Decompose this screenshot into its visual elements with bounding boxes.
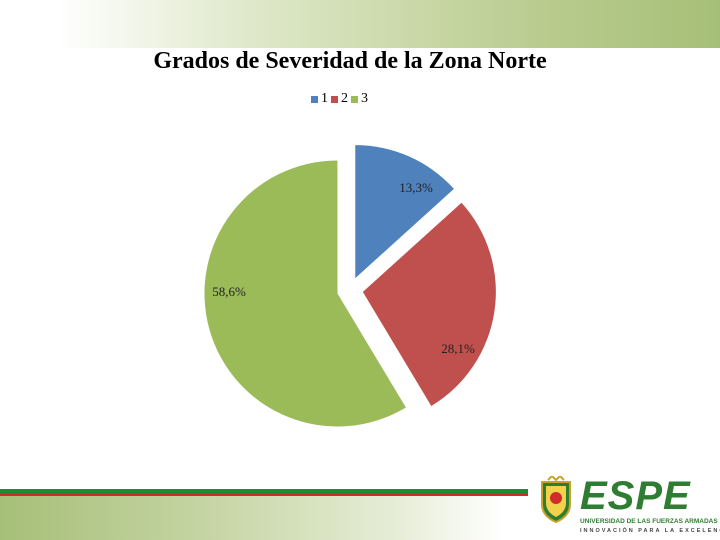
data-label: 13,3% (399, 180, 433, 195)
footer-red-stripe (0, 493, 528, 496)
legend-label: 1 (321, 91, 328, 106)
top-decorative-band (0, 0, 720, 48)
legend-item: 3 (351, 91, 368, 107)
pie-slice-2 (362, 202, 496, 406)
data-label: 28,1% (441, 341, 475, 356)
university-crest-icon (541, 476, 571, 524)
chart-title: Grados de Severidad de la Zona Norte (153, 48, 547, 74)
pie-slice-1 (355, 145, 454, 279)
espe-logo: ESPE UNIVERSIDAD DE LAS FUERZAS ARMADAS … (532, 472, 720, 540)
legend-item: 1 (311, 91, 328, 107)
chart-legend: 1 2 3 (311, 91, 368, 107)
legend-swatch (311, 95, 318, 103)
legend-swatch (331, 95, 338, 103)
legend-swatch (351, 95, 358, 103)
legend-label: 3 (361, 91, 368, 106)
legend-label: 2 (341, 91, 348, 106)
university-motto: INNOVACIÓN PARA LA EXCELENCIA (580, 528, 720, 534)
footer-green-stripe (0, 489, 528, 493)
data-label: 58,6% (212, 284, 246, 299)
pie-slice-3 (204, 160, 406, 427)
legend-item: 2 (331, 91, 348, 107)
logo-wordmark: ESPE (580, 474, 691, 518)
university-name: UNIVERSIDAD DE LAS FUERZAS ARMADAS (580, 518, 718, 525)
